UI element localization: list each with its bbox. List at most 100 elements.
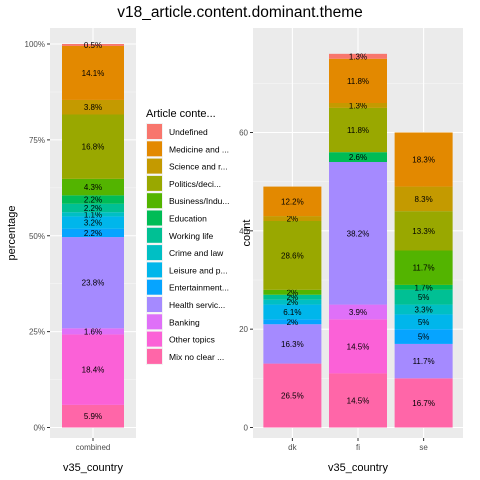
chart-panels: 0%25%50%75%100%5.9%18.4%1.6%23.8%2.2%3.2… <box>6 28 463 474</box>
bar-segment <box>394 343 453 379</box>
segment-label: 0.5% <box>84 41 102 50</box>
bar-segment <box>62 195 124 204</box>
segment-label: 2% <box>287 298 299 307</box>
legend-label: Health servic... <box>169 300 225 310</box>
legend-label: Entertainment... <box>169 283 229 293</box>
bar-segment <box>329 152 387 162</box>
segment-label: 2.2% <box>84 229 102 238</box>
legend-swatch <box>147 124 162 139</box>
legend-item: Politics/deci... <box>146 174 221 192</box>
segment-label: 2.6% <box>349 153 367 162</box>
legend-swatch <box>147 245 162 261</box>
segment-label: 3.2% <box>84 219 102 228</box>
bar-segment <box>62 114 124 179</box>
legend-item: Business/Indu... <box>146 192 229 210</box>
legend-label: Crime and law <box>169 248 224 258</box>
bar-segment <box>263 289 322 295</box>
y-tick-label: 25% <box>29 328 45 337</box>
x-tick-label: fi <box>356 443 360 452</box>
bar-stack-combined: 5.9%18.4%1.6%23.8%2.2%3.2%1.1%2.2%2.2%4.… <box>62 41 124 428</box>
segment-label: 23.8% <box>82 279 105 288</box>
x-axis-title: v35_country <box>63 462 123 474</box>
legend-item: Science and r... <box>146 157 228 175</box>
bar-segment <box>263 319 322 325</box>
segment-label: 1.3% <box>349 101 367 110</box>
segment-label: 16.8% <box>82 143 105 152</box>
y-axis-title: percentage <box>6 205 18 260</box>
segment-label: 14.5% <box>347 396 370 405</box>
segment-label: 2% <box>287 215 299 224</box>
bar-segment <box>62 44 124 46</box>
bar-segment <box>62 237 124 329</box>
bar-segment <box>329 319 387 374</box>
segment-label: 5% <box>418 333 430 342</box>
segment-label: 26.5% <box>281 392 304 401</box>
bar-segment <box>329 162 387 305</box>
y-axis-title: count <box>241 220 253 247</box>
segment-label: 18.3% <box>412 156 435 165</box>
bar-segment <box>329 58 387 103</box>
bar-segment <box>394 304 453 315</box>
segment-label: 3.8% <box>84 103 102 112</box>
legend-swatch <box>147 331 162 347</box>
bar-segment <box>394 132 453 187</box>
bar-segment <box>329 304 387 320</box>
segment-label: 28.6% <box>281 251 304 260</box>
legend-swatch <box>147 141 162 157</box>
segment-label: 3.9% <box>349 308 367 317</box>
segment-label: 13.3% <box>412 227 435 236</box>
y-tick-label: 40 <box>239 227 248 236</box>
bar-segment <box>62 99 124 115</box>
bar-segment <box>394 211 453 251</box>
legend-label: Education <box>169 214 207 224</box>
legend-label: Medicine and ... <box>169 144 229 154</box>
legend-item: Education <box>146 209 207 227</box>
segment-label: 6.1% <box>283 308 301 317</box>
x-axis-title: v35_country <box>328 462 388 474</box>
bar-segment <box>62 334 124 405</box>
bar-segment <box>62 45 124 100</box>
segment-label: 14.1% <box>82 69 105 78</box>
segment-label: 1.6% <box>84 327 102 336</box>
legend-item: Health servic... <box>146 296 225 313</box>
segment-label: 18.4% <box>82 366 105 375</box>
segment-label: 16.7% <box>412 399 435 408</box>
bar-segment <box>394 250 453 285</box>
y-tick-label: 20 <box>239 325 248 334</box>
legend-label: Science and r... <box>169 162 228 172</box>
segment-label: 1.7% <box>415 283 433 292</box>
legend-title: Article conte... <box>146 108 216 120</box>
legend-label: Business/Indu... <box>169 196 229 206</box>
legend-label: Mix no clear ... <box>169 352 224 362</box>
legend-label: Undefined <box>169 127 208 137</box>
segment-label: 2% <box>287 293 299 302</box>
bar-segment <box>263 294 322 300</box>
legend-swatch <box>147 158 162 174</box>
legend-item: Mix no clear ... <box>146 347 224 365</box>
legend-label: Working life <box>169 231 214 241</box>
segment-label: 14.5% <box>347 342 370 351</box>
bar-stack-se: 16.7%11.7%5%5%3.3%5%1.7%11.7%13.3%8.3%18… <box>394 132 453 428</box>
segment-label: 5.9% <box>84 412 102 421</box>
segment-label: 38.2% <box>347 229 370 238</box>
segment-label: 11.8% <box>347 77 369 86</box>
x-tick-label: se <box>419 443 428 452</box>
legend-swatch <box>147 348 162 364</box>
legend-item: Medicine and ... <box>146 140 229 158</box>
segment-label: 2.2% <box>84 204 102 213</box>
bar-segment <box>329 103 387 108</box>
legend-item: Crime and law <box>146 244 224 262</box>
segment-label: 3.3% <box>415 306 433 315</box>
segment-label: 11.8% <box>347 126 369 135</box>
bar-segment <box>62 212 124 217</box>
legend-item: Entertainment... <box>146 278 229 296</box>
chart-title: v18_article.content.dominant.theme <box>117 4 363 21</box>
segment-label: 4.3% <box>84 183 102 192</box>
segment-label: 2% <box>287 318 299 327</box>
bar-segment <box>62 203 124 213</box>
legend-label: Politics/deci... <box>169 179 221 189</box>
x-tick-label: dk <box>288 443 297 452</box>
bar-segment <box>62 228 124 238</box>
bar-segment <box>62 328 124 335</box>
y-tick-label: 0 <box>244 424 249 433</box>
